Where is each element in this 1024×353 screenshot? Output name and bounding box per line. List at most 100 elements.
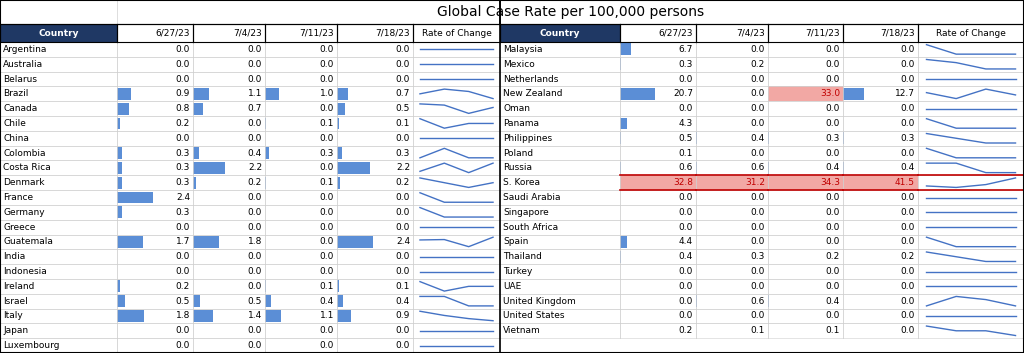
Bar — [193, 338, 265, 353]
Text: South Africa: South Africa — [503, 223, 558, 232]
Text: Italy: Italy — [3, 311, 23, 321]
Bar — [413, 323, 500, 338]
Text: 0.4: 0.4 — [825, 297, 840, 306]
Text: 0.0: 0.0 — [825, 238, 840, 246]
Bar — [117, 280, 120, 292]
Bar — [918, 249, 1024, 264]
Text: 0.3: 0.3 — [176, 208, 190, 217]
Text: 0.0: 0.0 — [319, 238, 334, 246]
Bar — [265, 161, 337, 175]
Bar — [265, 177, 266, 189]
Text: Country: Country — [38, 29, 79, 37]
Text: 0.0: 0.0 — [248, 223, 262, 232]
Text: Israel: Israel — [3, 297, 28, 306]
Text: 0.0: 0.0 — [248, 282, 262, 291]
Bar — [117, 57, 193, 72]
Text: 4.3: 4.3 — [679, 119, 693, 128]
Bar — [117, 72, 193, 86]
Bar — [500, 24, 620, 42]
Bar — [696, 116, 768, 131]
Bar — [918, 72, 1024, 86]
Bar — [337, 310, 350, 322]
Bar — [117, 190, 193, 205]
Bar — [768, 234, 843, 249]
Bar — [413, 131, 500, 146]
Bar — [620, 101, 696, 116]
Bar — [413, 279, 500, 294]
Bar — [500, 264, 620, 279]
Text: 0.0: 0.0 — [395, 341, 410, 350]
Bar — [193, 42, 265, 57]
Text: 0.3: 0.3 — [176, 163, 190, 172]
Bar — [193, 162, 224, 174]
Bar — [193, 295, 201, 307]
Bar — [768, 294, 843, 309]
Text: 0.0: 0.0 — [248, 341, 262, 350]
Text: 0.0: 0.0 — [319, 45, 334, 54]
Bar — [337, 116, 413, 131]
Bar — [843, 24, 918, 42]
Bar — [193, 101, 265, 116]
Text: 0.3: 0.3 — [319, 149, 334, 157]
Bar — [843, 57, 918, 72]
Bar — [0, 146, 117, 161]
Bar — [337, 280, 339, 292]
Text: 1.7: 1.7 — [176, 238, 190, 246]
Bar — [0, 205, 117, 220]
Bar — [193, 72, 265, 86]
Text: 0.6: 0.6 — [751, 297, 765, 306]
Bar — [620, 220, 696, 234]
Bar — [768, 264, 843, 279]
Bar — [337, 295, 343, 307]
Text: 32.8: 32.8 — [673, 178, 693, 187]
Bar — [413, 220, 500, 234]
Bar — [337, 323, 413, 338]
Text: 7/4/23: 7/4/23 — [736, 29, 765, 37]
Bar — [500, 279, 620, 294]
Bar — [918, 42, 1024, 57]
Bar — [0, 309, 117, 323]
Bar — [117, 0, 1024, 24]
Text: 0.1: 0.1 — [751, 326, 765, 335]
Bar — [620, 43, 632, 55]
Bar — [413, 101, 500, 116]
Text: 0.0: 0.0 — [176, 252, 190, 261]
Text: 0.4: 0.4 — [679, 252, 693, 261]
Text: 0.0: 0.0 — [901, 282, 915, 291]
Bar — [843, 146, 918, 161]
Bar — [843, 161, 918, 175]
Bar — [918, 116, 1024, 131]
Text: Malaysia: Malaysia — [503, 45, 543, 54]
Text: Rate of Change: Rate of Change — [422, 29, 492, 37]
Text: 0.0: 0.0 — [679, 267, 693, 276]
Text: 0.0: 0.0 — [395, 223, 410, 232]
Text: Netherlands: Netherlands — [503, 74, 558, 84]
Text: 0.0: 0.0 — [176, 74, 190, 84]
Text: 0.0: 0.0 — [825, 282, 840, 291]
Bar — [500, 205, 620, 220]
Bar — [117, 24, 193, 42]
Text: 2.2: 2.2 — [248, 163, 262, 172]
Bar — [768, 175, 843, 190]
Text: 20.7: 20.7 — [673, 89, 693, 98]
Bar — [0, 338, 117, 353]
Text: 0.0: 0.0 — [248, 326, 262, 335]
Bar — [337, 205, 413, 220]
Text: 0.3: 0.3 — [825, 134, 840, 143]
Bar — [265, 101, 337, 116]
Bar — [413, 249, 500, 264]
Bar — [768, 72, 843, 86]
Bar — [620, 146, 696, 161]
Bar — [117, 175, 193, 190]
Bar — [337, 72, 413, 86]
Bar — [337, 249, 413, 264]
Bar — [768, 220, 843, 234]
Bar — [918, 279, 1024, 294]
Bar — [696, 294, 768, 309]
Text: 7/18/23: 7/18/23 — [881, 29, 915, 37]
Text: 0.0: 0.0 — [901, 238, 915, 246]
Text: 0.0: 0.0 — [319, 252, 334, 261]
Bar — [918, 220, 1024, 234]
Text: Argentina: Argentina — [3, 45, 47, 54]
Text: 0.0: 0.0 — [395, 252, 410, 261]
